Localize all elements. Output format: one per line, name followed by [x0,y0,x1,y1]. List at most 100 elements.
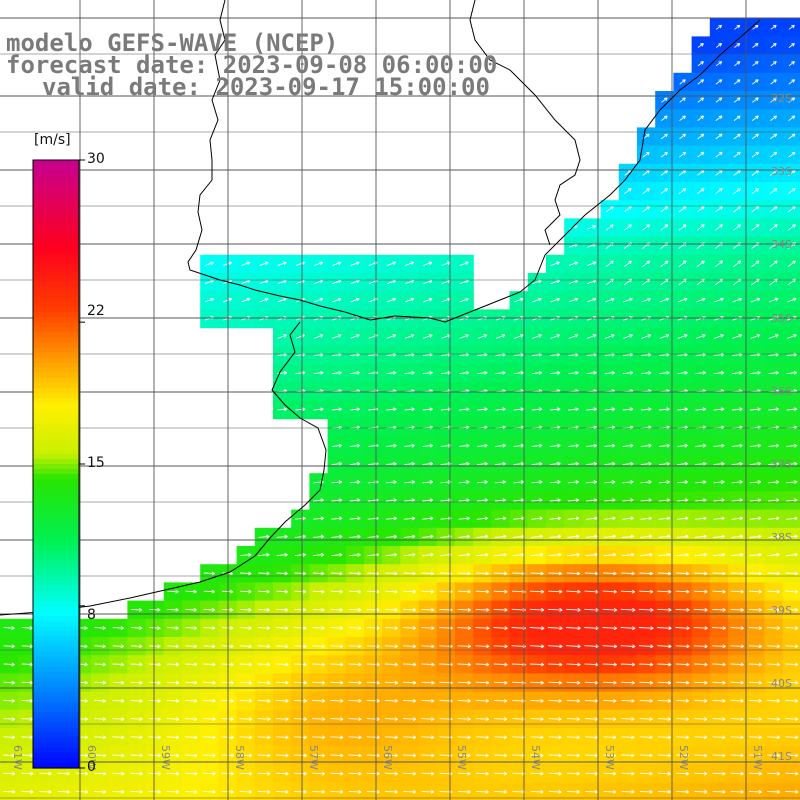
wind-arrow [658,552,671,557]
wind-arrow [715,79,723,85]
wind-arrow [313,516,325,521]
wind-arrow [312,680,326,685]
wind-arrow [621,717,635,722]
wind-arrow [130,662,143,667]
wind-arrow [21,662,34,667]
wind-arrow [148,662,161,667]
longitude-label: 52W [677,745,690,770]
wind-arrow [350,297,360,303]
wind-arrow [275,735,289,740]
wind-arrow [639,680,654,685]
wind-arrow [548,735,562,740]
wind-arrow [786,516,798,521]
wind-arrow [94,789,107,794]
wind-arrow [694,698,708,703]
wind-arrow [620,662,636,667]
colorbar-swatch [33,686,79,693]
wind-arrow [733,79,741,85]
colorbar-swatch [33,469,79,475]
wind-arrow [148,698,161,703]
wind-arrow [548,771,562,776]
wind-arrow [770,97,777,103]
colorbar-swatch [33,747,79,754]
wind-arrow [421,771,435,776]
colorbar-swatch [33,590,79,597]
wind-arrow [384,789,398,794]
wind-arrow [730,698,744,703]
colorbar-swatch [33,722,79,729]
wind-arrow [495,443,506,448]
wind-arrow [715,151,723,158]
wind-arrow [568,297,579,303]
wind-arrow [712,571,726,576]
wind-arrow [713,461,725,466]
wind-arrow [94,626,106,631]
wind-arrow [205,261,214,266]
wind-arrow [312,753,326,758]
wind-arrow [748,735,762,740]
wind-arrow [476,516,489,521]
colorbar-swatch [33,433,79,440]
wind-arrow [475,680,490,685]
wind-arrow [638,626,654,631]
wind-arrow [348,644,362,649]
wind-arrow [513,334,524,339]
wind-arrow [148,771,161,776]
wind-arrow [586,480,598,484]
wind-arrow [695,461,707,466]
wind-arrow [604,461,616,466]
colorbar-swatch [33,646,79,653]
wind-arrow [785,717,799,722]
wind-arrow [693,662,708,667]
wind-arrow [639,589,654,594]
wind-arrow [529,589,545,594]
wind-arrow [403,753,417,758]
wind-arrow [567,534,580,539]
wind-arrow [604,370,615,375]
wind-arrow [712,552,726,557]
wind-arrow [276,589,288,594]
colorbar-swatch [33,550,79,556]
wind-arrow [730,644,744,649]
wind-arrow [679,115,686,121]
wind-arrow [751,260,760,268]
wind-arrow [585,753,599,758]
wind-arrow [750,407,761,412]
wind-arrow [768,297,779,303]
wind-arrow [476,480,488,484]
latitude-label: 33S [771,165,792,178]
colorbar-swatch [33,236,79,242]
wind-arrow [713,407,725,412]
latitude-label: 38S [771,531,792,544]
wind-arrow [21,626,33,631]
colorbar-swatch [33,742,79,749]
wind-arrow [770,42,777,48]
colorbar-swatch [33,464,79,470]
wind-arrow [714,297,724,303]
colorbar-swatch [33,200,79,207]
wind-arrow [715,169,723,176]
wind-arrow [566,589,581,594]
wind-arrow [167,589,179,594]
wind-arrow [678,169,687,176]
wind-arrow [514,297,524,303]
wind-arrow [769,151,778,158]
wind-arrow [640,534,653,539]
wind-arrow [366,789,380,794]
wind-arrow [476,534,489,539]
wind-arrow [621,534,635,539]
wind-arrow [602,608,618,612]
wind-arrow [384,735,398,740]
wind-arrow [457,771,471,776]
wind-arrow [602,589,617,594]
wind-arrow [493,608,508,612]
wind-arrow [697,61,704,67]
wind-arrow [676,698,690,703]
wind-arrow [457,626,472,631]
wind-arrow [349,407,361,412]
wind-arrow [639,753,653,758]
wind-arrow [748,626,763,631]
colorbar-swatch [33,448,79,455]
colorbar-swatch [33,256,79,262]
wind-arrow [568,443,579,448]
